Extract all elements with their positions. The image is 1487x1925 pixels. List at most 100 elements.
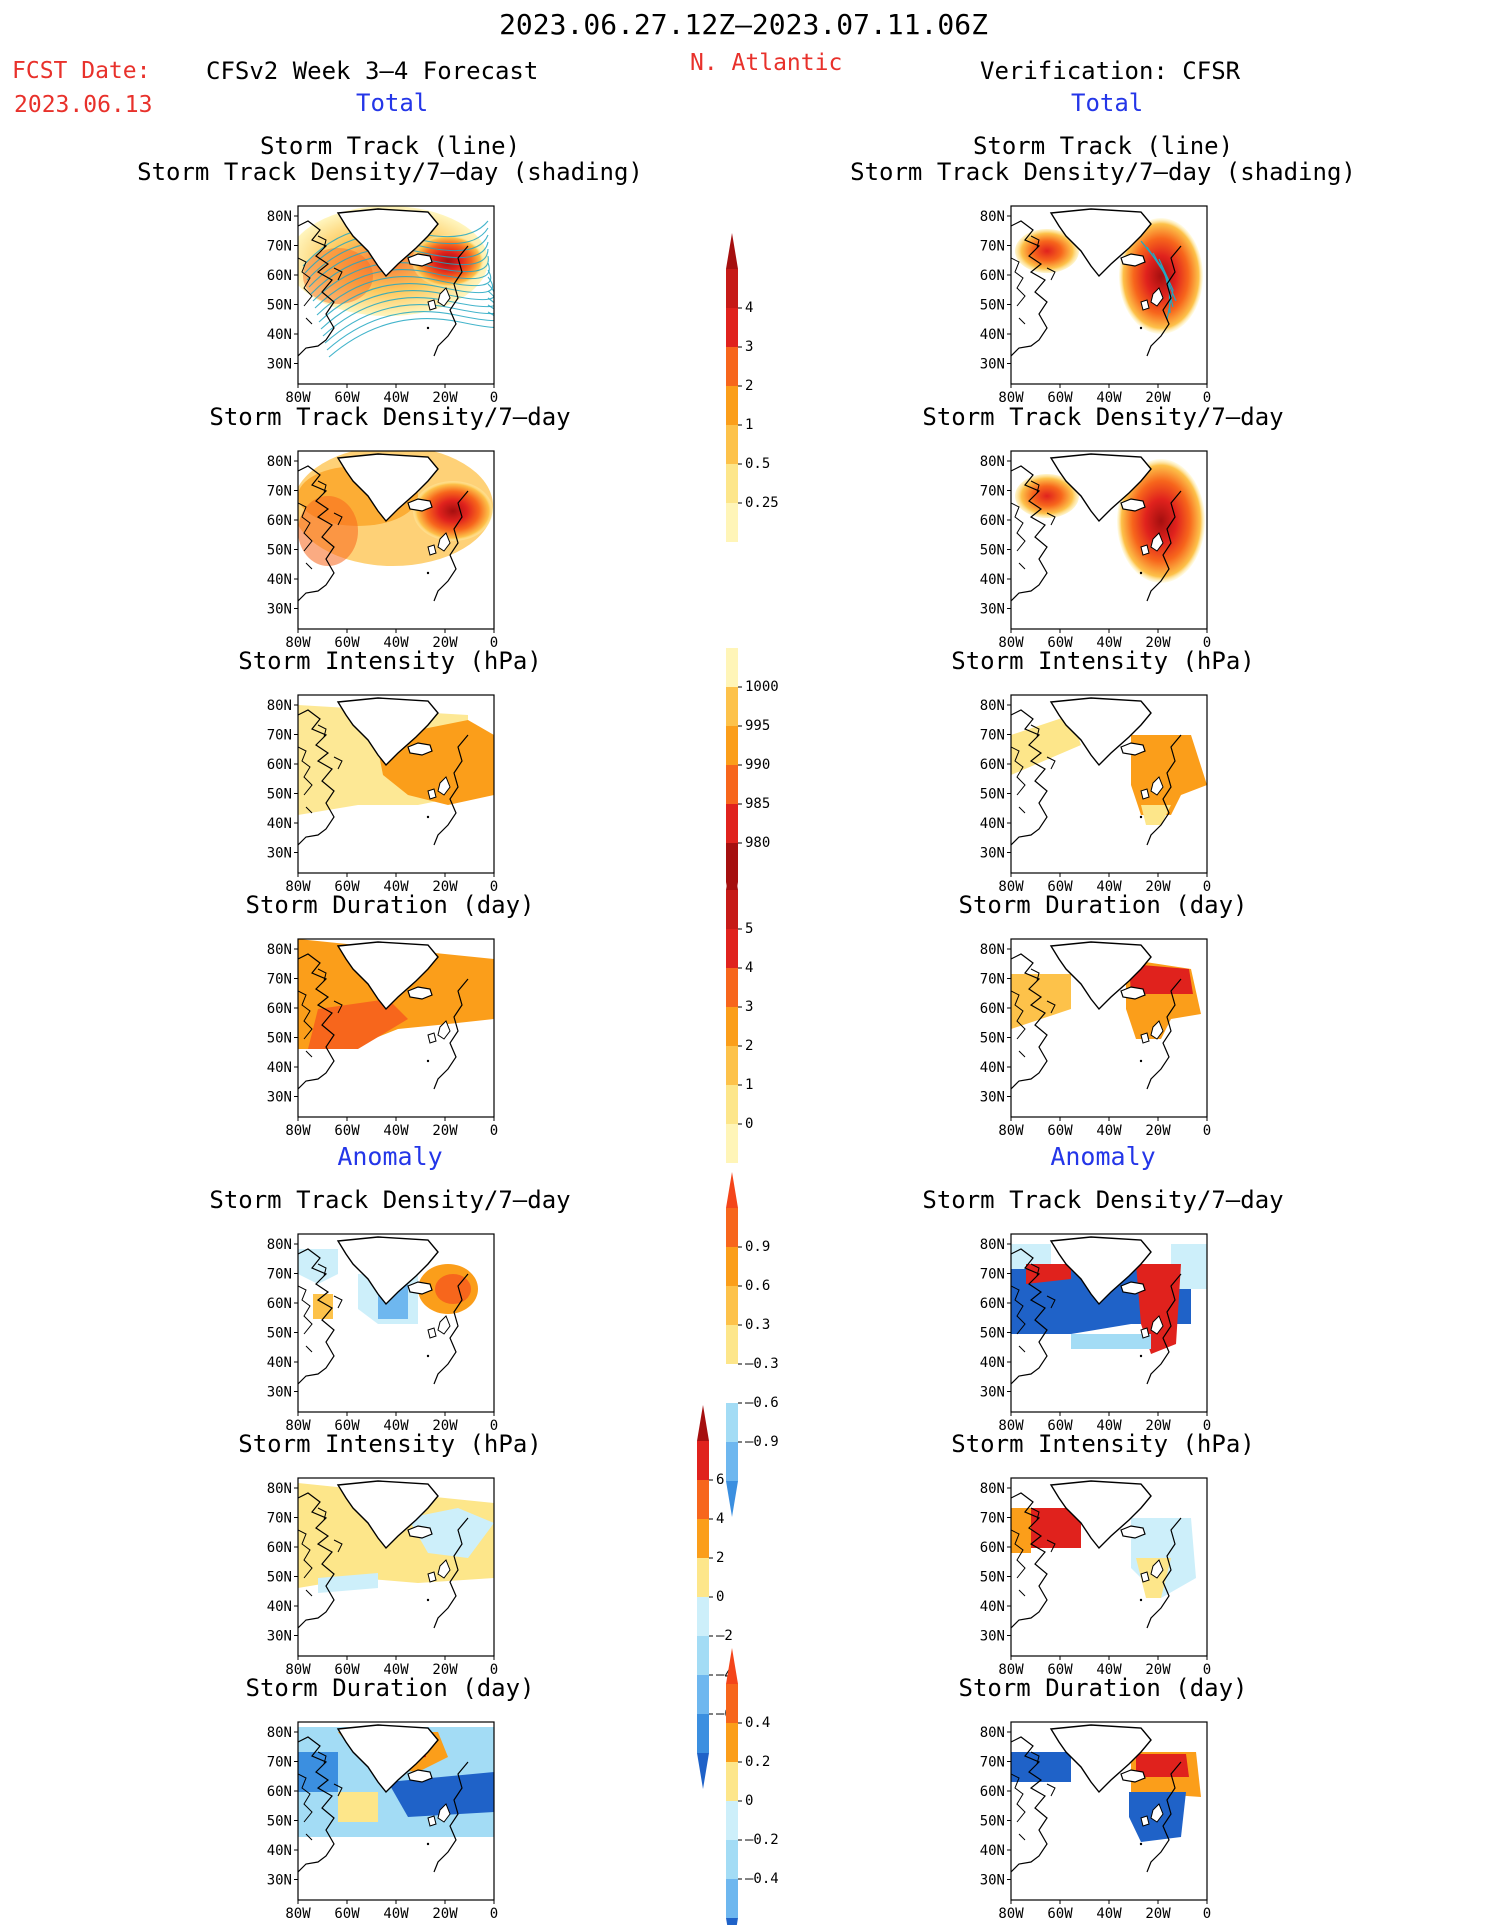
title-track-line-left: Storm Track (line) — [259, 132, 521, 160]
colorbar-label: 0.4 — [745, 1715, 770, 1731]
lat-tick-label: 50N — [267, 1031, 292, 1047]
lat-tick-label: 50N — [980, 543, 1005, 559]
anomaly-label-right: Anomaly — [1050, 1142, 1156, 1171]
lat-tick-label: 70N — [267, 972, 292, 988]
total-label-right: Total — [1071, 89, 1144, 117]
colorbar-label: 1 — [745, 1077, 753, 1093]
lat-tick-label: 70N — [267, 1755, 292, 1771]
lat-tick-label: 40N — [267, 816, 292, 832]
colorbar-label: –0.3 — [745, 1356, 779, 1372]
lon-tick-label: 20W — [1145, 1906, 1171, 1922]
title-duration-anom-left: Storm Duration (day) — [245, 1674, 535, 1702]
colorbar-label: 0 — [745, 1793, 753, 1809]
lat-tick-label: 40N — [980, 1355, 1005, 1371]
title-track-line-right: Storm Track (line) — [972, 132, 1234, 160]
lat-tick-label: 40N — [980, 1060, 1005, 1076]
lat-tick-label: 60N — [267, 1296, 292, 1312]
lat-tick-label: 50N — [980, 1570, 1005, 1586]
lon-tick-label: 20W — [432, 1906, 458, 1922]
colorbar-label: 0.6 — [745, 1278, 770, 1294]
lat-tick-label: 40N — [267, 1599, 292, 1615]
title-density-right: Storm Track Density/7–day — [922, 403, 1284, 431]
lon-tick-label: 0 — [490, 1906, 498, 1922]
lat-tick-label: 30N — [980, 846, 1005, 862]
colorbar-density: 4 3 2 1 0.5 0.25 — [726, 233, 779, 542]
colorbar-label: 0.25 — [745, 495, 779, 511]
lat-tick-label: 60N — [980, 1001, 1005, 1017]
lon-tick-label: 80W — [998, 1906, 1024, 1922]
lat-tick-label: 50N — [980, 1326, 1005, 1342]
lat-tick-label: 80N — [980, 942, 1005, 958]
lat-tick-label: 30N — [980, 1629, 1005, 1645]
lon-tick-label: 0 — [490, 1123, 498, 1139]
lat-tick-label: 80N — [980, 1237, 1005, 1253]
lat-tick-label: 40N — [267, 1843, 292, 1859]
verification-title: Verification: CFSR — [980, 57, 1241, 85]
colorbar-label: 5 — [745, 921, 753, 937]
lat-tick-label: 30N — [267, 1873, 292, 1889]
anomaly-label-left: Anomaly — [337, 1142, 443, 1171]
colorbar-intensity-anom: 6 4 2 0 –2 –4 –6 — [697, 1405, 733, 1789]
lat-tick-label: 80N — [980, 454, 1005, 470]
lat-tick-label: 60N — [980, 1784, 1005, 1800]
lat-tick-label: 50N — [267, 1570, 292, 1586]
colorbar-density-anom: 0.9 0.6 0.3 –0.3 –0.6 –0.9 — [726, 1172, 779, 1517]
lat-tick-label: 30N — [980, 602, 1005, 618]
lat-tick-label: 40N — [980, 816, 1005, 832]
map-panel-r7-verify: 80N 70N 60N 50N 40N 30N 80W 60W 40W 20W 0 — [980, 1721, 1211, 1922]
lat-tick-label: 50N — [267, 787, 292, 803]
lat-tick-label: 50N — [267, 298, 292, 314]
colorbar-label: 3 — [745, 999, 753, 1015]
colorbar-label: –0.4 — [745, 1871, 779, 1887]
lat-tick-label: 60N — [980, 1540, 1005, 1556]
lon-tick-label: 60W — [334, 1906, 360, 1922]
lat-tick-label: 70N — [267, 1511, 292, 1527]
lon-tick-label: 40W — [1096, 1123, 1122, 1139]
lon-tick-label: 40W — [383, 1123, 409, 1139]
lat-tick-label: 60N — [267, 757, 292, 773]
lat-tick-label: 60N — [267, 1001, 292, 1017]
lon-tick-label: 20W — [1145, 1123, 1171, 1139]
lat-tick-label: 70N — [980, 484, 1005, 500]
colorbar-label: 0.9 — [745, 1239, 770, 1255]
lon-tick-label: 60W — [334, 1123, 360, 1139]
colorbar-label: –0.6 — [745, 1395, 779, 1411]
colorbar-intensity: 1000 995 990 985 980 — [726, 648, 779, 918]
colorbar-label: 3 — [745, 339, 753, 355]
colorbar-label: –0.2 — [745, 1832, 779, 1848]
lat-tick-label: 70N — [267, 484, 292, 500]
total-label-left: Total — [356, 89, 429, 117]
lat-tick-label: 80N — [267, 942, 292, 958]
lon-tick-label: 60W — [1047, 1123, 1073, 1139]
colorbar-duration: 5 4 3 2 1 0 — [726, 854, 753, 1163]
title-intensity-left: Storm Intensity (hPa) — [238, 647, 542, 675]
colorbar-label: –4 — [716, 1667, 733, 1683]
lat-tick-label: 50N — [267, 1326, 292, 1342]
title-density-left: Storm Track Density/7–day — [209, 403, 571, 431]
lon-tick-label: 40W — [1096, 1906, 1122, 1922]
title-intensity-anom-left: Storm Intensity (hPa) — [238, 1430, 542, 1458]
lat-tick-label: 30N — [980, 1873, 1005, 1889]
lat-tick-label: 80N — [267, 1481, 292, 1497]
region-title: N. Atlantic — [690, 50, 843, 76]
fcst-date-label: FCST Date: — [12, 58, 151, 84]
colorbar-label: 2 — [716, 1550, 724, 1566]
lat-tick-label: 40N — [980, 1599, 1005, 1615]
lat-tick-label: 30N — [980, 357, 1005, 373]
lat-tick-label: 70N — [980, 728, 1005, 744]
lat-tick-label: 60N — [267, 513, 292, 529]
lat-tick-label: 50N — [980, 1031, 1005, 1047]
lat-tick-label: 30N — [267, 1629, 292, 1645]
lat-tick-label: 40N — [267, 1355, 292, 1371]
map-panel-r7-forecast: 80N 70N 60N 50N 40N 30N 80W 60W 40W 20W 0 — [267, 1721, 498, 1922]
title-duration-left: Storm Duration (day) — [245, 891, 535, 919]
lat-tick-label: 60N — [267, 1540, 292, 1556]
lat-tick-label: 40N — [267, 1060, 292, 1076]
lon-tick-label: 40W — [383, 1906, 409, 1922]
lat-tick-label: 80N — [267, 698, 292, 714]
colorbar-label: 2 — [745, 378, 753, 394]
lat-tick-label: 30N — [267, 1090, 292, 1106]
lat-tick-label: 70N — [980, 1511, 1005, 1527]
